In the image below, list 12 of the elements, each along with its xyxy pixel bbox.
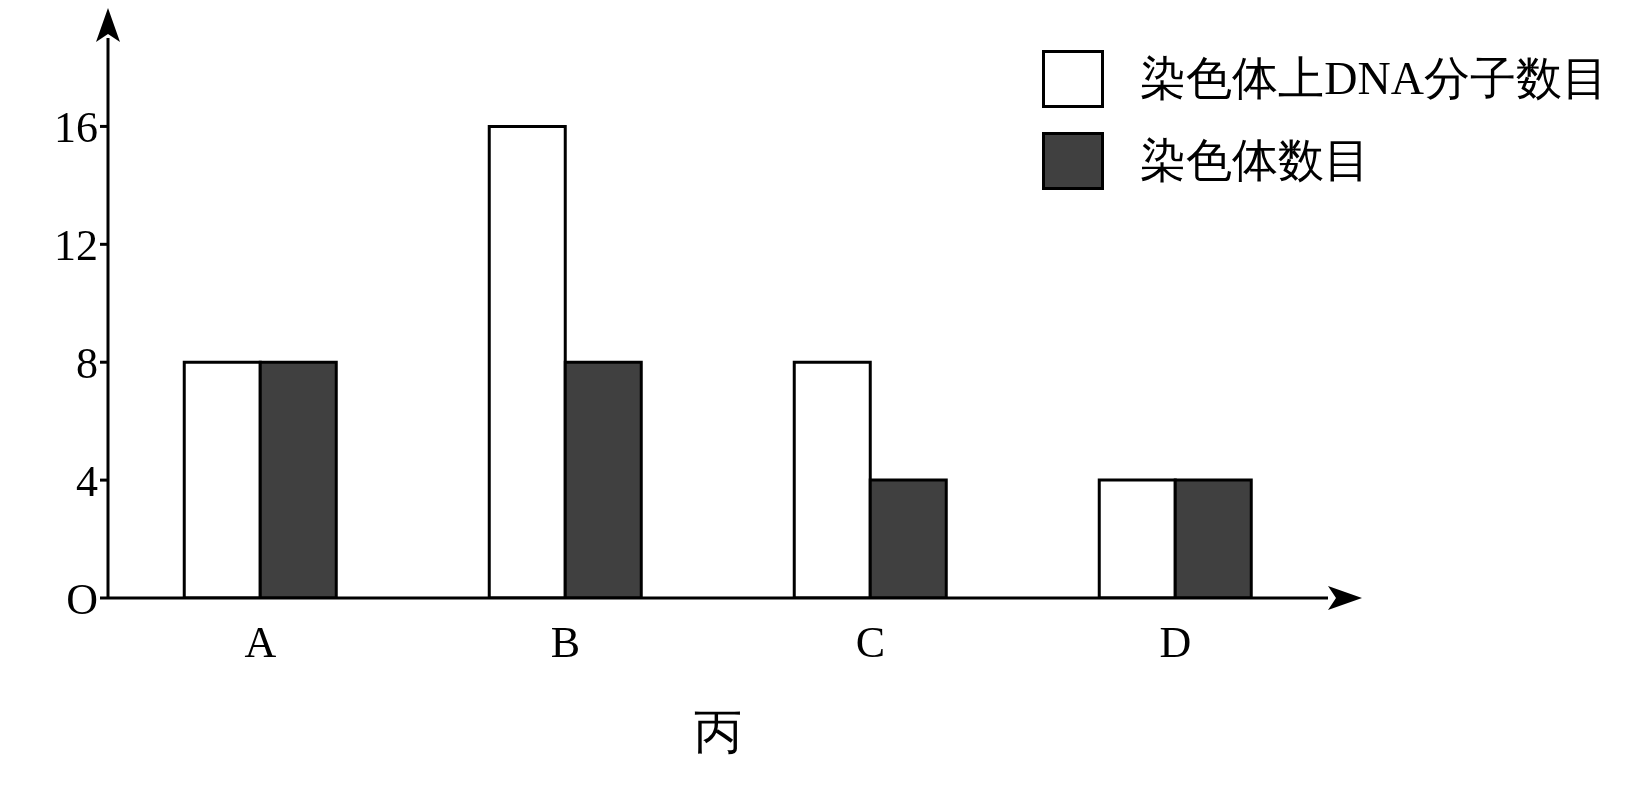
x-tick-label: D xyxy=(1159,618,1192,668)
legend-label: 染色体上DNA分子数目 xyxy=(1140,52,1608,106)
legend-label: 染色体数目 xyxy=(1140,134,1371,188)
y-tick-label: 4 xyxy=(76,456,98,506)
x-axis-title: 丙 xyxy=(694,705,742,758)
x-tick-label: C xyxy=(855,618,886,668)
y-tick-label: O xyxy=(66,574,98,624)
y-tick-label: 12 xyxy=(54,220,98,270)
x-tick-label: A xyxy=(244,618,277,668)
y-tick-label: 16 xyxy=(54,103,98,153)
y-tick-label: 8 xyxy=(76,338,98,388)
x-tick-label: B xyxy=(550,618,581,668)
